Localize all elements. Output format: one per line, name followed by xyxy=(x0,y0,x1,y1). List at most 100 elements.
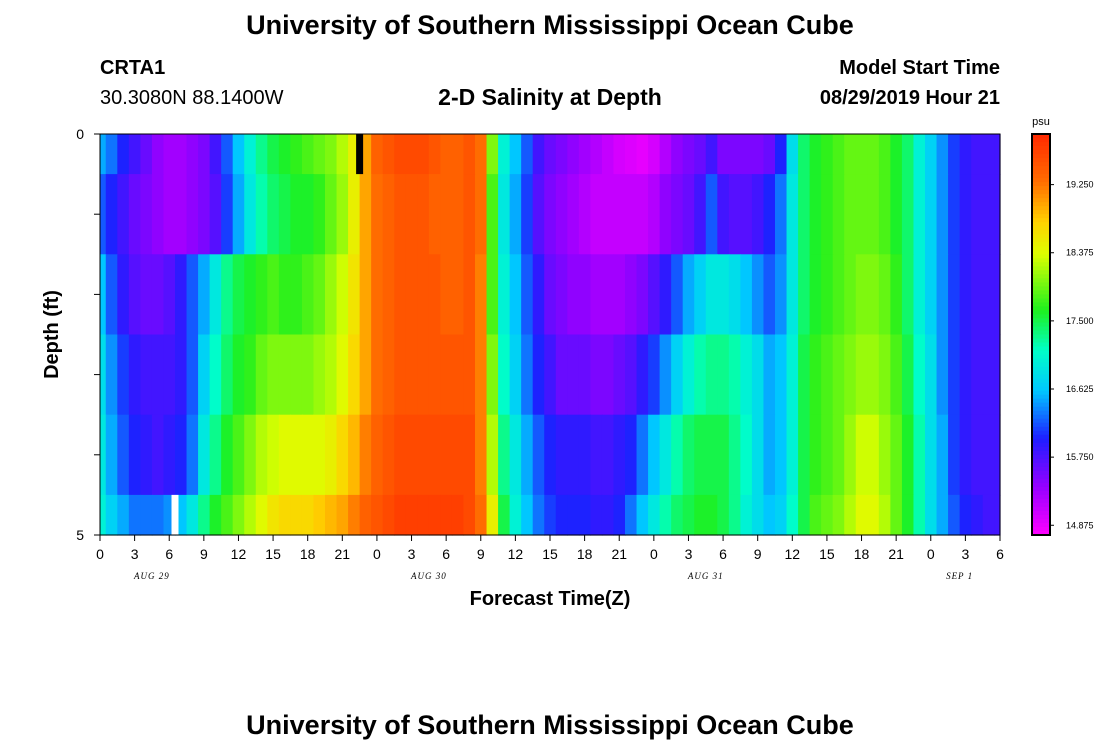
heatmap-cell xyxy=(971,334,984,416)
heatmap-cell xyxy=(821,254,834,336)
heatmap-cell xyxy=(959,254,972,336)
heatmap-cell xyxy=(948,414,961,496)
colorbar-band xyxy=(1032,474,1050,480)
station-coordinates: 30.3080N 88.1400W xyxy=(100,87,284,109)
heatmap-cell xyxy=(636,494,649,536)
heatmap-cell xyxy=(855,134,868,175)
heatmap-cell xyxy=(936,134,949,175)
colorbar-band xyxy=(1032,450,1050,456)
heatmap-cell xyxy=(832,414,845,496)
heatmap-cell xyxy=(682,134,695,175)
heatmap-cell xyxy=(936,254,949,336)
heatmap-cell xyxy=(948,134,961,175)
heatmap-cell xyxy=(798,254,811,336)
heatmap-cell xyxy=(417,494,430,536)
heatmap-cell xyxy=(913,494,926,536)
heatmap-cell xyxy=(371,174,384,255)
colorbar-band xyxy=(1032,454,1050,460)
heatmap-cell xyxy=(890,334,903,416)
heatmap-cell xyxy=(371,254,384,336)
colorbar-band xyxy=(1032,438,1050,444)
colorbar-band xyxy=(1032,278,1050,283)
colorbar-band xyxy=(1032,138,1050,143)
heatmap-cell xyxy=(278,174,291,255)
heatmap-cell xyxy=(775,134,788,175)
heatmap-cell xyxy=(325,494,338,536)
station-id: CRTA1 xyxy=(100,57,166,79)
heatmap-cell xyxy=(405,494,418,536)
colorbar-band xyxy=(1032,466,1050,472)
colorbar-band xyxy=(1032,514,1050,520)
heatmap-cell xyxy=(521,254,534,336)
heatmap-cell xyxy=(463,134,476,175)
heatmap-cell xyxy=(555,414,568,496)
heatmap-cell xyxy=(198,134,211,175)
colorbar-band xyxy=(1032,290,1050,295)
heatmap-cell xyxy=(313,134,326,175)
heatmap-cell xyxy=(221,494,234,536)
heatmap-cell xyxy=(463,494,476,536)
heatmap-cell xyxy=(301,414,315,496)
heatmap-cell xyxy=(775,414,788,496)
colorbar-tick-label: 17.500 xyxy=(1066,316,1094,326)
colorbar-band xyxy=(1032,510,1050,516)
heatmap-cell xyxy=(382,334,395,416)
colorbar-band xyxy=(1032,162,1050,167)
heatmap-cell xyxy=(117,134,130,175)
heatmap-cell xyxy=(105,494,118,536)
heatmap-cell xyxy=(163,414,176,496)
heatmap-cell xyxy=(671,414,684,496)
heatmap-cell xyxy=(578,174,591,255)
colorbar-band xyxy=(1032,458,1050,464)
colorbar-band xyxy=(1032,262,1050,267)
colorbar-band xyxy=(1032,530,1050,536)
colorbar-band xyxy=(1032,258,1050,263)
heatmap-cell xyxy=(971,134,984,175)
heatmap-cell xyxy=(100,334,107,416)
page-title: University of Southern Mississippi Ocean… xyxy=(246,10,854,40)
colorbar-band xyxy=(1032,282,1050,287)
heatmap-cell xyxy=(890,134,903,175)
heatmap-cell xyxy=(786,174,799,255)
heatmap-cell xyxy=(371,494,384,536)
heatmap-cell xyxy=(451,494,465,536)
heatmap-cell xyxy=(301,174,315,255)
heatmap-cell xyxy=(959,494,972,536)
heatmap-cell xyxy=(232,174,245,255)
colorbar-band xyxy=(1032,338,1050,344)
heatmap-cell xyxy=(486,254,499,336)
heatmap-cell xyxy=(451,174,465,255)
colorbar-band xyxy=(1032,386,1050,392)
heatmap-cell xyxy=(301,494,315,536)
heatmap-cell xyxy=(278,254,291,336)
colorbar-band xyxy=(1032,374,1050,380)
heatmap-cell xyxy=(694,494,707,536)
heatmap-cell xyxy=(971,254,984,336)
heatmap-cell xyxy=(636,414,649,496)
heatmap-cell xyxy=(267,134,280,175)
heatmap-cell xyxy=(590,254,603,336)
heatmap-cell xyxy=(128,494,141,536)
colorbar-band xyxy=(1032,150,1050,155)
heatmap-cell xyxy=(567,254,580,336)
heatmap-cell xyxy=(359,494,372,536)
heatmap-cell xyxy=(325,414,338,496)
heatmap-cell xyxy=(867,494,880,536)
footer-title: University of Southern Mississippi Ocean… xyxy=(246,710,854,740)
heatmap-cell xyxy=(521,494,534,536)
heatmap-cell xyxy=(728,174,741,255)
heatmap-cell xyxy=(625,494,638,536)
colorbar-band xyxy=(1032,134,1050,139)
time-marker xyxy=(356,134,364,175)
heatmap-cell xyxy=(336,334,349,416)
colorbar-band xyxy=(1032,234,1050,239)
colorbar-band xyxy=(1032,434,1050,440)
heatmap-cell xyxy=(221,254,234,336)
heatmap-cell xyxy=(486,174,499,255)
heatmap-cell xyxy=(509,414,522,496)
heatmap-cell xyxy=(925,494,938,536)
heatmap-cell xyxy=(428,334,441,416)
x-tick-label: 0 xyxy=(96,546,104,562)
x-tick-label: 15 xyxy=(265,546,281,562)
heatmap-cell xyxy=(901,494,915,536)
